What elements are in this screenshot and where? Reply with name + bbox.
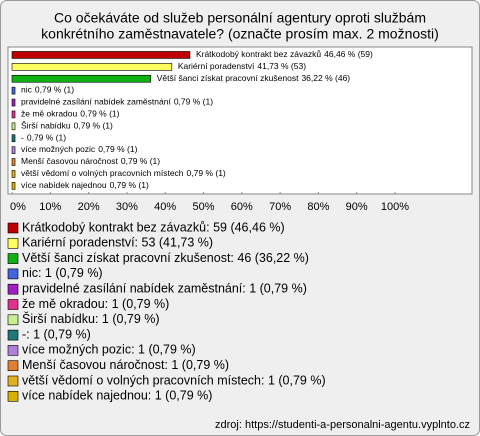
legend-swatch <box>7 329 19 341</box>
bar <box>11 146 16 154</box>
legend-label: že mě okradou: 1 (0,79 %) <box>22 297 169 311</box>
bar-value-label: 0,79 % (1) <box>121 156 160 166</box>
bar <box>11 86 16 95</box>
x-tick-label: 90% <box>346 201 368 213</box>
bar-label: -0,79 % (1) <box>21 133 66 143</box>
bar-category: větší vědomí o volných pracovních místec… <box>21 168 184 178</box>
bar <box>11 122 16 131</box>
legend-label: Kariérní poradenství: 53 (41,73 %) <box>22 236 213 250</box>
legend-label: -: 1 (0,79 %) <box>22 327 91 341</box>
legend-label: pravidelné zasílání nabídek zaměstnání: … <box>22 281 307 295</box>
legend-swatch <box>7 314 19 326</box>
x-tick-label: 20% <box>78 201 100 213</box>
bar <box>11 182 16 190</box>
bar-value-label: 0,79 % (1) <box>80 109 119 119</box>
bar-label: více možných pozic 0,79 % (1) <box>21 144 138 154</box>
legend-label: více nabídek najednou: 1 (0,79 %) <box>22 389 212 403</box>
bar-value-label: 0,79 % (1) <box>98 144 137 154</box>
bar-value-label: 46,46 % (59) <box>324 49 373 59</box>
bar-label: Menší časovou náročnost 0,79 % (1) <box>21 156 160 166</box>
bar <box>11 63 173 71</box>
bar-value-label: 0,79 % (1) <box>74 121 113 131</box>
x-tick-label: 80% <box>307 201 329 213</box>
x-tick-label: 40% <box>154 201 176 213</box>
legend-label: Větší šanci získat pracovní zkušenost: 4… <box>22 251 309 265</box>
legend-label: více možných pozic: 1 (0,79 %) <box>22 343 196 357</box>
bar-category: nic <box>21 85 33 95</box>
bar-label: pravidelné zasílání nabídek zaměstnání 0,… <box>21 97 213 107</box>
legend-swatch <box>7 283 19 295</box>
legend-swatch <box>7 390 19 402</box>
legend-swatch <box>7 299 19 310</box>
bar-category: Menší časovou náročnost <box>21 156 118 166</box>
legend-swatch <box>7 268 19 280</box>
x-tick-label: 70% <box>269 201 291 213</box>
bar-label: nic 0,79 % (1) <box>21 85 74 95</box>
bar-category: Větší šanci získat pracovní zkušenost <box>157 73 299 83</box>
x-tick-label: 10% <box>39 201 61 213</box>
x-tick-label: 30% <box>116 201 138 213</box>
x-tick-label: 60% <box>231 201 253 213</box>
bar-category: pravidelné zasílání nabídek zaměstnání <box>21 97 171 107</box>
plot-area <box>7 46 473 195</box>
x-tick-label: 0% <box>10 201 26 213</box>
bar-category: Kariérní poradenství <box>178 61 255 71</box>
chart-title: Co očekáváte od služeb personální agentu… <box>54 10 426 26</box>
legend-swatch <box>7 375 19 387</box>
bar-value-label: 0,79 % (1) <box>174 97 213 107</box>
bar-label: že mě okradou 0,79 % (1) <box>21 109 120 119</box>
bar <box>11 110 16 119</box>
bar-category: více možných pozic <box>21 144 96 154</box>
bar-label: Krátkodobý kontrakt bez závazků 46,46 % (… <box>196 49 373 59</box>
bar <box>11 74 152 83</box>
bar-label: Větší šanci získat pracovní zkušenost 36,… <box>157 73 351 83</box>
x-tick-label: 100% <box>381 201 409 213</box>
bar-value-label: 41,73 % (53) <box>257 61 306 71</box>
x-tick-label: 50% <box>192 201 214 213</box>
bar <box>11 134 16 143</box>
legend-label: Menší časovou náročnost: 1 (0,79 %) <box>22 358 229 372</box>
bar-label: více nabídek najednou 0,79 % (1) <box>21 180 149 190</box>
bar-value-label: 0,79 % (1) <box>187 168 226 178</box>
legend-swatch <box>7 222 19 234</box>
bar-value-label: 0,79 % (1) <box>27 133 66 143</box>
bar-label: Širší nabídku 0,79 % (1) <box>21 121 113 131</box>
bar <box>11 158 16 166</box>
legend-swatch <box>7 360 19 372</box>
bar-category: že mě okradou <box>21 109 77 119</box>
legend-label: Širší nabídku: 1 (0,79 %) <box>22 311 160 326</box>
legend-swatch <box>7 238 19 249</box>
legend-swatch <box>7 345 19 356</box>
legend-swatch <box>7 253 19 264</box>
chart-title: konkrétního zaměstnavatele? (označte pro… <box>41 26 439 42</box>
bar-value-label: 0,79 % (1) <box>35 85 74 95</box>
legend-label: Krátkodobý kontrakt bez závazků: 59 (46,… <box>22 220 285 234</box>
bar-category: - <box>21 133 24 143</box>
bar-value-label: 36,22 % (46) <box>301 73 350 83</box>
bar-value-label: 0,79 % (1) <box>110 180 149 190</box>
bar-label: větší vědomí o volných pracovních místec… <box>21 168 226 178</box>
bar-category: Širší nabídku <box>21 121 71 131</box>
bar <box>11 51 191 59</box>
bar-category: více nabídek najednou <box>21 180 107 190</box>
bar-label: Kariérní poradenství 41,73 % (53) <box>178 61 306 71</box>
legend-label: nic: 1 (0,79 %) <box>22 266 103 280</box>
bar-category: Krátkodobý kontrakt bez závazků <box>196 49 321 59</box>
legend-label: větší vědomí o volných pracovních místec… <box>22 373 326 387</box>
source: zdroj: https://studenti-a-personalni-age… <box>215 419 470 431</box>
bar <box>11 98 16 107</box>
bar <box>11 170 16 178</box>
